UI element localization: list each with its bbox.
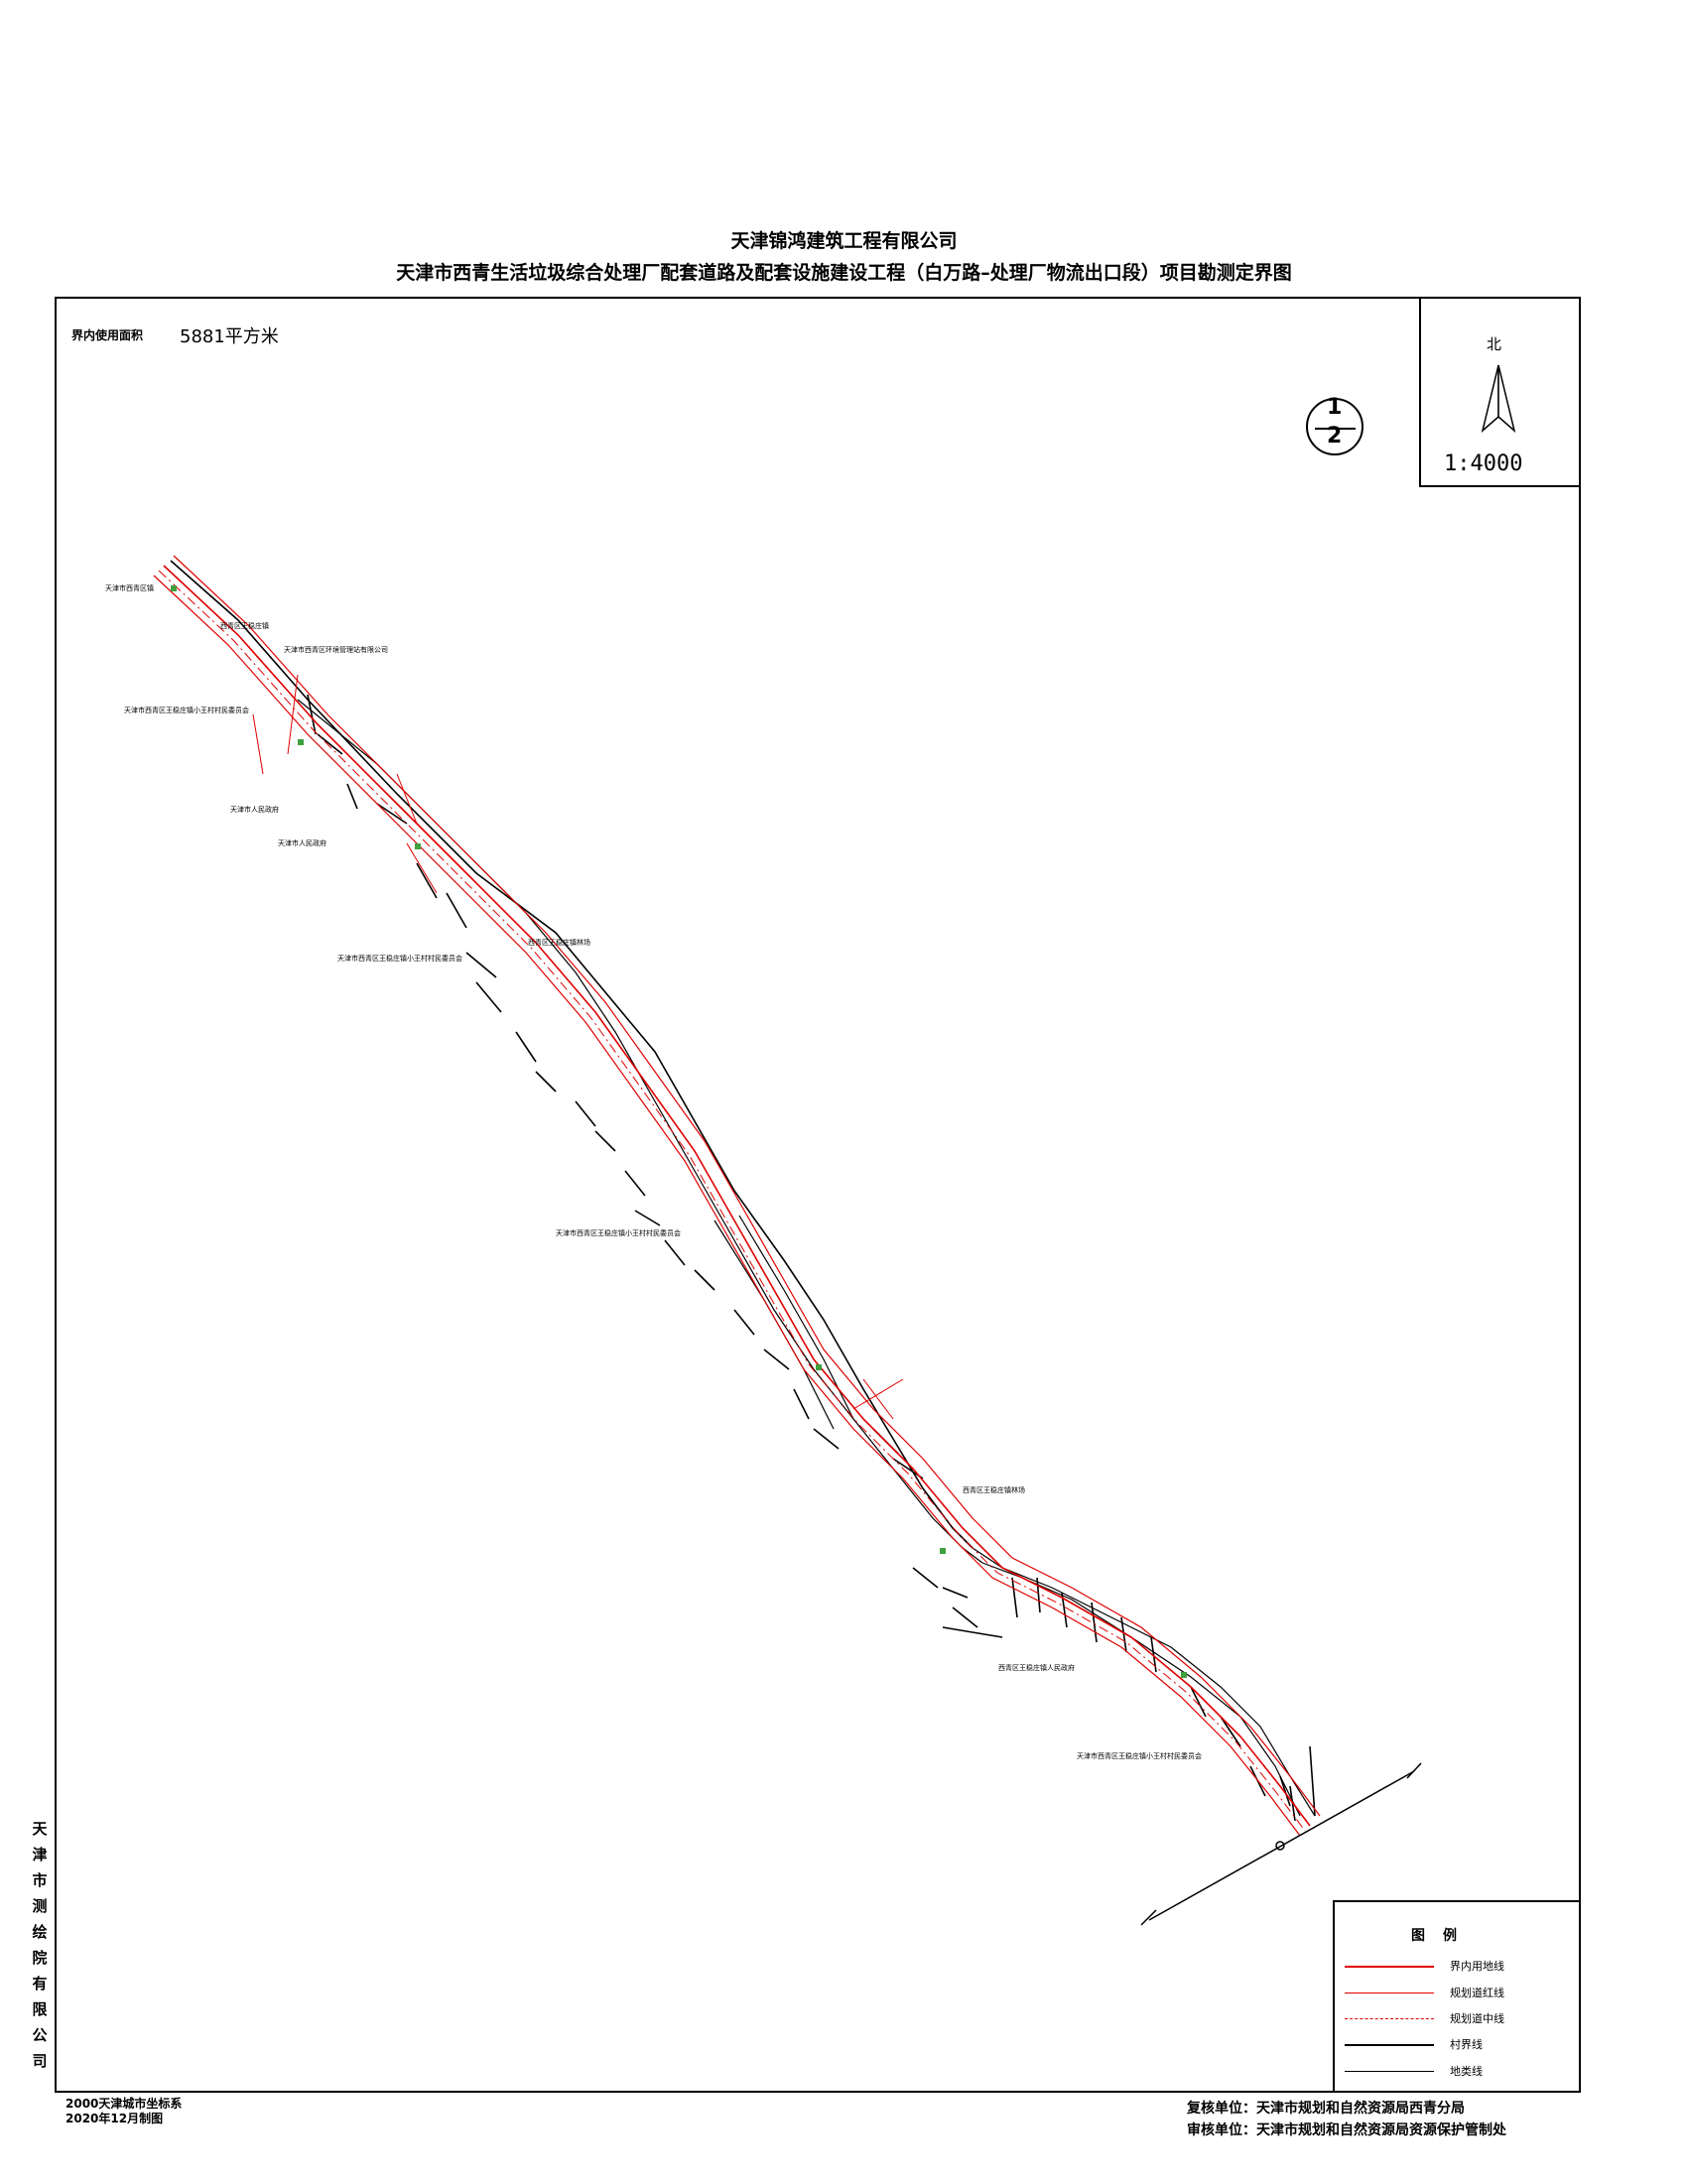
place-label: 天津市西青区王稳庄镇小王村村民委员会 <box>124 707 249 714</box>
legend-label: 规划道红线 <box>1450 1987 1504 1999</box>
project-title: 天津市西青生活垃圾综合处理厂配套道路及配套设施建设工程（白万路–处理厂物流出口段… <box>396 262 1292 284</box>
coordinate-system: 2000天津城市坐标系 <box>65 2097 183 2111</box>
legend-swatch <box>1345 2018 1434 2019</box>
area-label: 界内使用面积 <box>71 328 144 342</box>
legend-item: 规划道红线 <box>1345 1985 1573 2002</box>
review-unit-1: 复核单位：天津市规划和自然资源局西青分局 <box>1187 2101 1465 2117</box>
end-section-line <box>1140 1762 1422 1926</box>
legend-label: 地类线 <box>1450 2065 1483 2078</box>
legend-label: 规划道中线 <box>1450 2012 1504 2025</box>
green-markers <box>171 585 1187 1678</box>
legend-item: 界内用地线 <box>1345 1958 1573 1976</box>
red-planning-lines <box>153 555 1321 1837</box>
place-label: 天津市人民政府 <box>230 806 279 814</box>
north-panel <box>1419 298 1580 487</box>
north-label: 北 <box>1487 335 1502 353</box>
map-frame <box>55 297 1581 2093</box>
sheet-current: 1 <box>1327 395 1343 420</box>
north-arrow-icon <box>1481 364 1516 434</box>
legend-item: 规划道中线 <box>1345 2010 1573 2028</box>
legend-swatch <box>1345 2071 1434 2072</box>
sheet-total: 2 <box>1327 424 1343 449</box>
made-date: 2020年12月制图 <box>65 2112 164 2125</box>
sheet-index-icon <box>1306 398 1363 455</box>
legend-swatch <box>1345 1966 1434 1968</box>
legend-swatch <box>1345 2044 1434 2046</box>
area-value: 5881平方米 <box>180 326 279 347</box>
place-label: 天津市西青区王稳庄镇小王村村民委员会 <box>337 955 462 963</box>
place-label: 天津市西青区王稳庄镇小王村村民委员会 <box>556 1229 681 1237</box>
surveying-institute-label: 天津市测绘院有限公司 <box>32 1820 48 2070</box>
company-title: 天津锦鸿建筑工程有限公司 <box>730 230 958 252</box>
place-label: 天津市西青区环境管理站有限公司 <box>284 646 388 654</box>
legend-title: 图例 <box>1411 1928 1475 1944</box>
place-label: 西青区王稳庄镇 <box>220 622 269 630</box>
legend-item: 地类线 <box>1345 2063 1573 2081</box>
place-label: 天津市西青区镇 <box>105 584 154 592</box>
legend-label: 界内用地线 <box>1450 1960 1504 1973</box>
plot-marks <box>307 694 1316 1822</box>
place-label: 天津市西青区王稳庄镇小王村村民委员会 <box>1077 1752 1202 1760</box>
place-label: 西青区王稳庄镇林场 <box>528 939 590 947</box>
legend-swatch <box>1345 1992 1434 1993</box>
review-unit-2: 审核单位：天津市规划和自然资源局资源保护管制处 <box>1187 2122 1506 2138</box>
place-label: 西青区王稳庄镇林场 <box>963 1486 1025 1494</box>
scale-label: 1:4000 <box>1444 451 1523 476</box>
place-label: 西青区王稳庄镇人民政府 <box>998 1664 1075 1672</box>
legend-box <box>1333 1900 1579 2091</box>
legend-item: 村界线 <box>1345 2036 1573 2054</box>
legend-label: 村界线 <box>1450 2038 1483 2051</box>
place-label: 天津市人民政府 <box>278 839 326 847</box>
